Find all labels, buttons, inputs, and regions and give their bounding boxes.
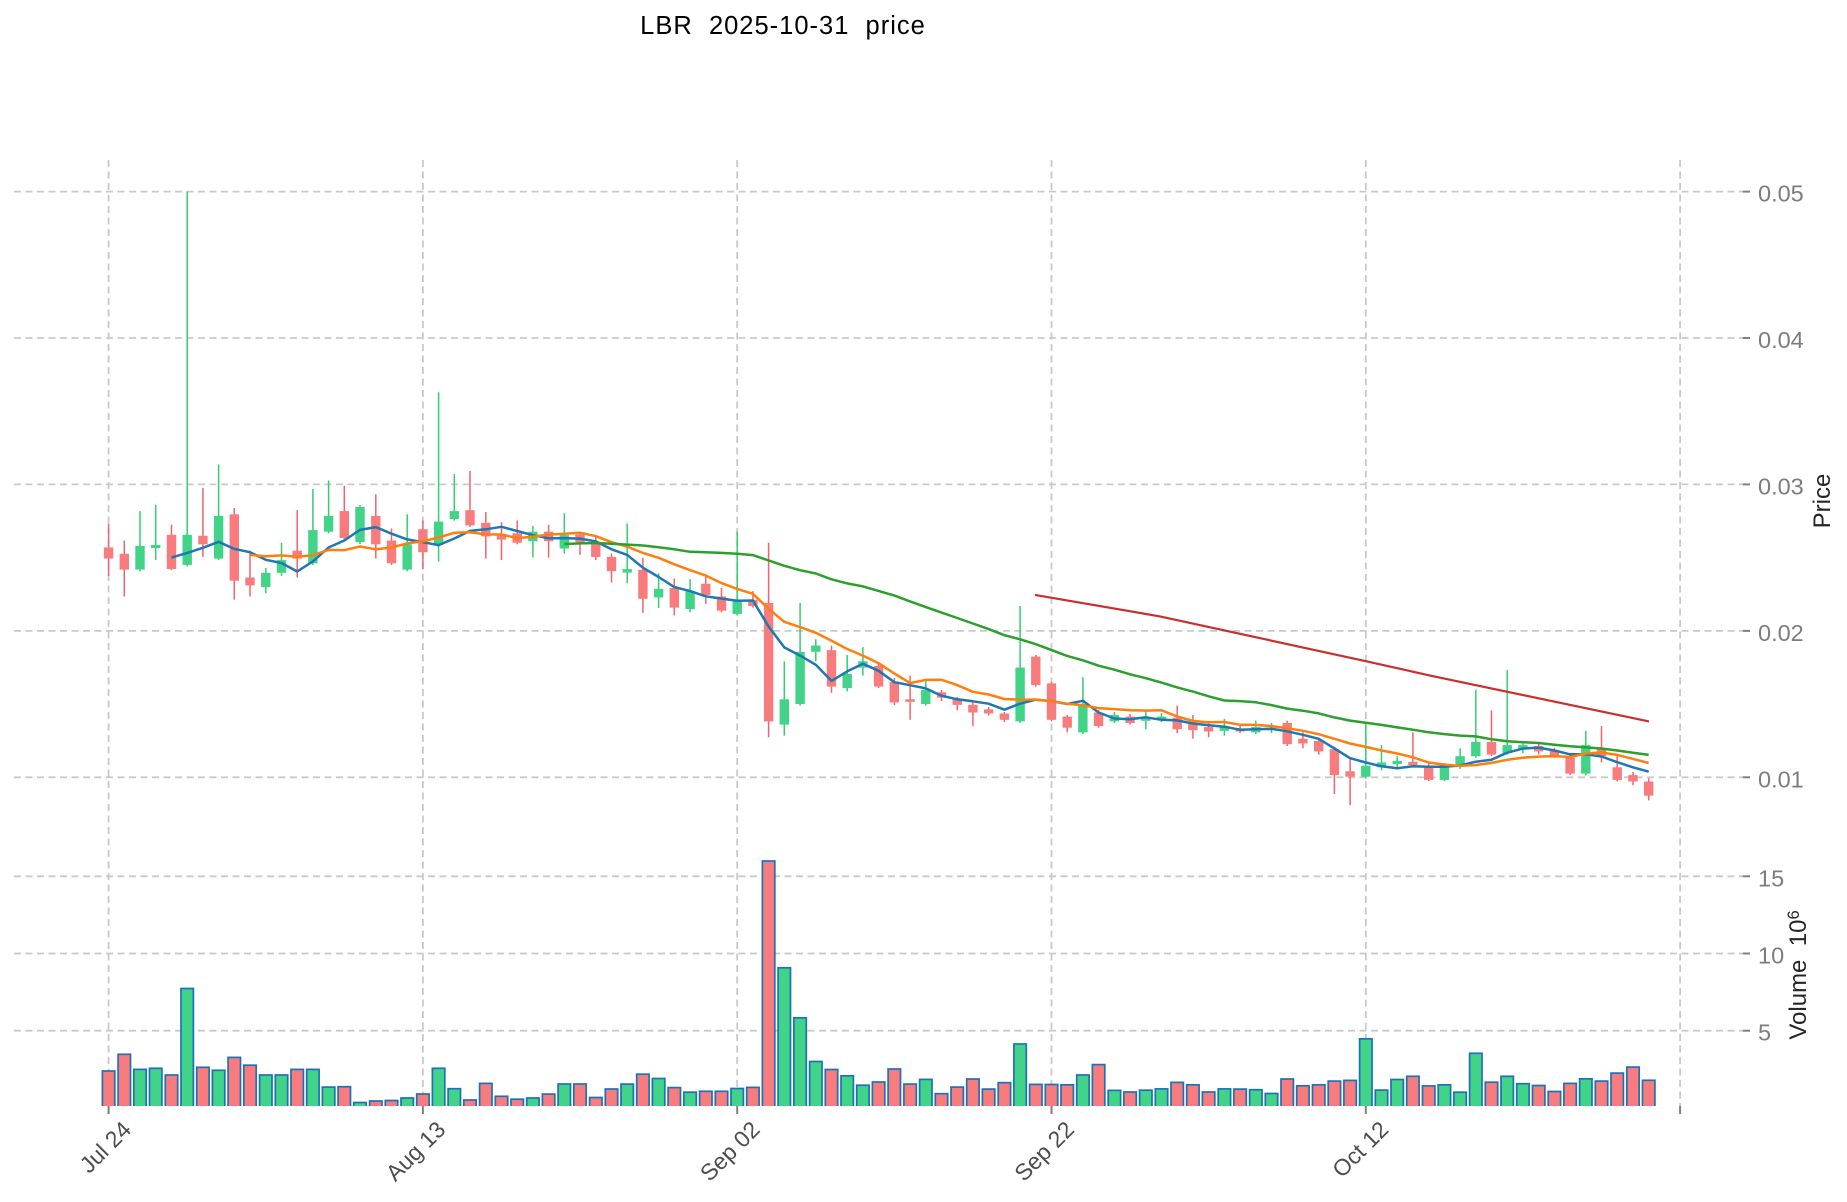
svg-text:0.05: 0.05 — [1758, 181, 1804, 207]
svg-text:15: 15 — [1758, 865, 1784, 891]
svg-text:0.04: 0.04 — [1758, 327, 1804, 353]
svg-text:10: 10 — [1758, 943, 1784, 969]
svg-text:Price: Price — [1809, 474, 1836, 529]
svg-text:0.03: 0.03 — [1758, 473, 1804, 499]
svg-text:0.01: 0.01 — [1758, 766, 1804, 792]
svg-text:0.02: 0.02 — [1758, 620, 1804, 646]
svg-text:5: 5 — [1758, 1020, 1771, 1046]
svg-text:LBR 2025-10-31 price: LBR 2025-10-31 price — [640, 12, 926, 40]
svg-text:Volume 106: Volume 106 — [1785, 910, 1812, 1039]
